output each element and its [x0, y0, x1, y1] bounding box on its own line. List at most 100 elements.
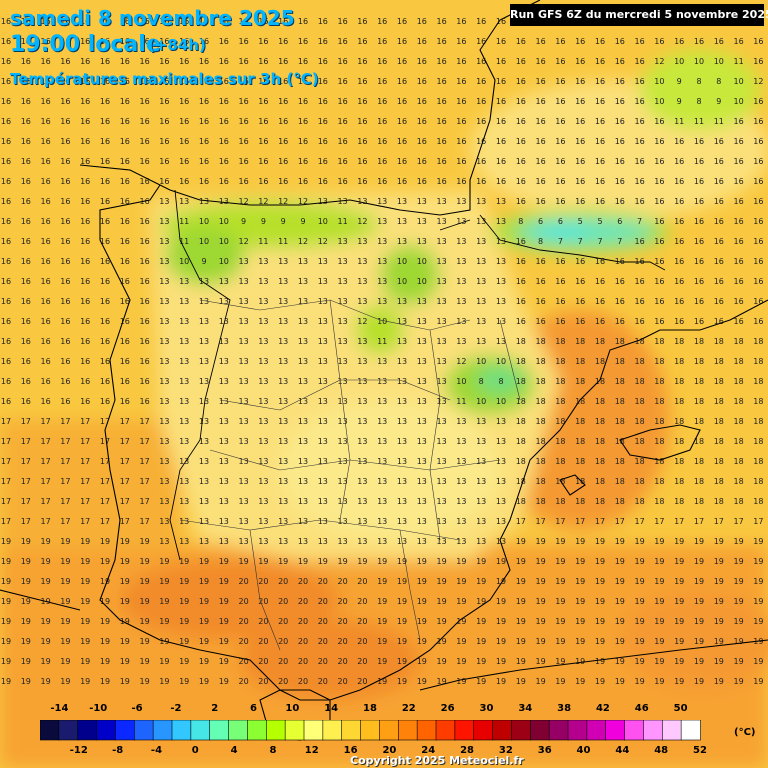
svg-text:16: 16 — [476, 17, 486, 26]
svg-text:13: 13 — [456, 337, 466, 346]
svg-text:12: 12 — [258, 197, 268, 206]
svg-text:19: 19 — [179, 617, 189, 626]
svg-text:19: 19 — [496, 577, 506, 586]
svg-text:16: 16 — [694, 297, 704, 306]
svg-text:18: 18 — [575, 397, 585, 406]
svg-text:19: 19 — [714, 637, 724, 646]
svg-text:13: 13 — [357, 257, 367, 266]
svg-text:17: 17 — [120, 517, 130, 526]
svg-text:19: 19 — [536, 617, 546, 626]
svg-text:18: 18 — [714, 377, 724, 386]
legend-label: 44 — [615, 745, 630, 756]
svg-text:19: 19 — [377, 597, 387, 606]
svg-text:13: 13 — [318, 537, 328, 546]
svg-text:13: 13 — [159, 377, 169, 386]
svg-text:16: 16 — [635, 77, 645, 86]
svg-text:19: 19 — [536, 677, 546, 686]
svg-text:16: 16 — [278, 77, 288, 86]
svg-text:13: 13 — [437, 357, 447, 366]
svg-text:18: 18 — [575, 357, 585, 366]
svg-text:16: 16 — [100, 37, 110, 46]
svg-text:13: 13 — [456, 237, 466, 246]
svg-text:10: 10 — [199, 237, 209, 246]
svg-text:16: 16 — [199, 177, 209, 186]
svg-text:13: 13 — [476, 457, 486, 466]
svg-text:16: 16 — [100, 257, 110, 266]
svg-text:19: 19 — [1, 577, 11, 586]
svg-text:9: 9 — [677, 77, 682, 86]
svg-text:16: 16 — [1, 77, 11, 86]
svg-text:16: 16 — [41, 97, 51, 106]
svg-text:19: 19 — [199, 617, 209, 626]
svg-text:18: 18 — [615, 357, 625, 366]
svg-text:16: 16 — [595, 77, 605, 86]
svg-text:16: 16 — [60, 397, 70, 406]
svg-text:13: 13 — [437, 397, 447, 406]
svg-text:13: 13 — [496, 417, 506, 426]
svg-text:13: 13 — [159, 197, 169, 206]
legend-swatch — [190, 720, 211, 741]
svg-text:18: 18 — [615, 477, 625, 486]
svg-text:20: 20 — [338, 657, 348, 666]
svg-text:16: 16 — [615, 77, 625, 86]
svg-text:19: 19 — [120, 597, 130, 606]
svg-text:19: 19 — [654, 577, 664, 586]
svg-text:16: 16 — [21, 177, 31, 186]
svg-text:10: 10 — [734, 97, 744, 106]
svg-text:19: 19 — [100, 577, 110, 586]
svg-text:18: 18 — [753, 397, 763, 406]
legend-swatch — [605, 720, 626, 741]
svg-text:16: 16 — [1, 57, 11, 66]
svg-text:16: 16 — [753, 237, 763, 246]
svg-text:13: 13 — [377, 397, 387, 406]
svg-text:16: 16 — [60, 57, 70, 66]
legend-swatch — [586, 720, 607, 741]
svg-text:19: 19 — [120, 537, 130, 546]
svg-text:13: 13 — [357, 297, 367, 306]
svg-text:17: 17 — [694, 517, 704, 526]
svg-text:19: 19 — [120, 677, 130, 686]
svg-text:13: 13 — [377, 377, 387, 386]
svg-text:13: 13 — [318, 197, 328, 206]
svg-text:8: 8 — [479, 377, 484, 386]
svg-text:20: 20 — [357, 657, 367, 666]
svg-text:17: 17 — [1, 417, 11, 426]
svg-text:13: 13 — [397, 457, 407, 466]
svg-text:19: 19 — [239, 557, 249, 566]
svg-text:13: 13 — [456, 297, 466, 306]
svg-text:16: 16 — [219, 97, 229, 106]
svg-text:17: 17 — [140, 457, 150, 466]
svg-text:12: 12 — [298, 237, 308, 246]
svg-text:11: 11 — [258, 237, 268, 246]
svg-text:16: 16 — [575, 297, 585, 306]
svg-text:19: 19 — [199, 677, 209, 686]
svg-text:18: 18 — [654, 497, 664, 506]
svg-text:18: 18 — [714, 417, 724, 426]
svg-text:19: 19 — [1, 557, 11, 566]
svg-text:16: 16 — [41, 257, 51, 266]
legend-swatch — [435, 720, 456, 741]
svg-text:18: 18 — [615, 497, 625, 506]
svg-text:13: 13 — [239, 437, 249, 446]
svg-text:13: 13 — [179, 317, 189, 326]
svg-text:13: 13 — [278, 457, 288, 466]
svg-text:19: 19 — [140, 657, 150, 666]
svg-text:19: 19 — [219, 637, 229, 646]
svg-text:16: 16 — [100, 397, 110, 406]
svg-text:16: 16 — [516, 57, 526, 66]
svg-text:16: 16 — [21, 137, 31, 146]
svg-text:16: 16 — [120, 77, 130, 86]
svg-text:13: 13 — [496, 337, 506, 346]
svg-text:16: 16 — [100, 57, 110, 66]
svg-text:16: 16 — [575, 137, 585, 146]
svg-text:18: 18 — [615, 417, 625, 426]
svg-text:16: 16 — [80, 317, 90, 326]
svg-text:17: 17 — [60, 457, 70, 466]
svg-text:13: 13 — [417, 337, 427, 346]
svg-text:19: 19 — [140, 577, 150, 586]
svg-text:18: 18 — [536, 477, 546, 486]
svg-text:16: 16 — [595, 37, 605, 46]
svg-text:18: 18 — [516, 477, 526, 486]
svg-text:16: 16 — [60, 277, 70, 286]
svg-text:13: 13 — [239, 257, 249, 266]
